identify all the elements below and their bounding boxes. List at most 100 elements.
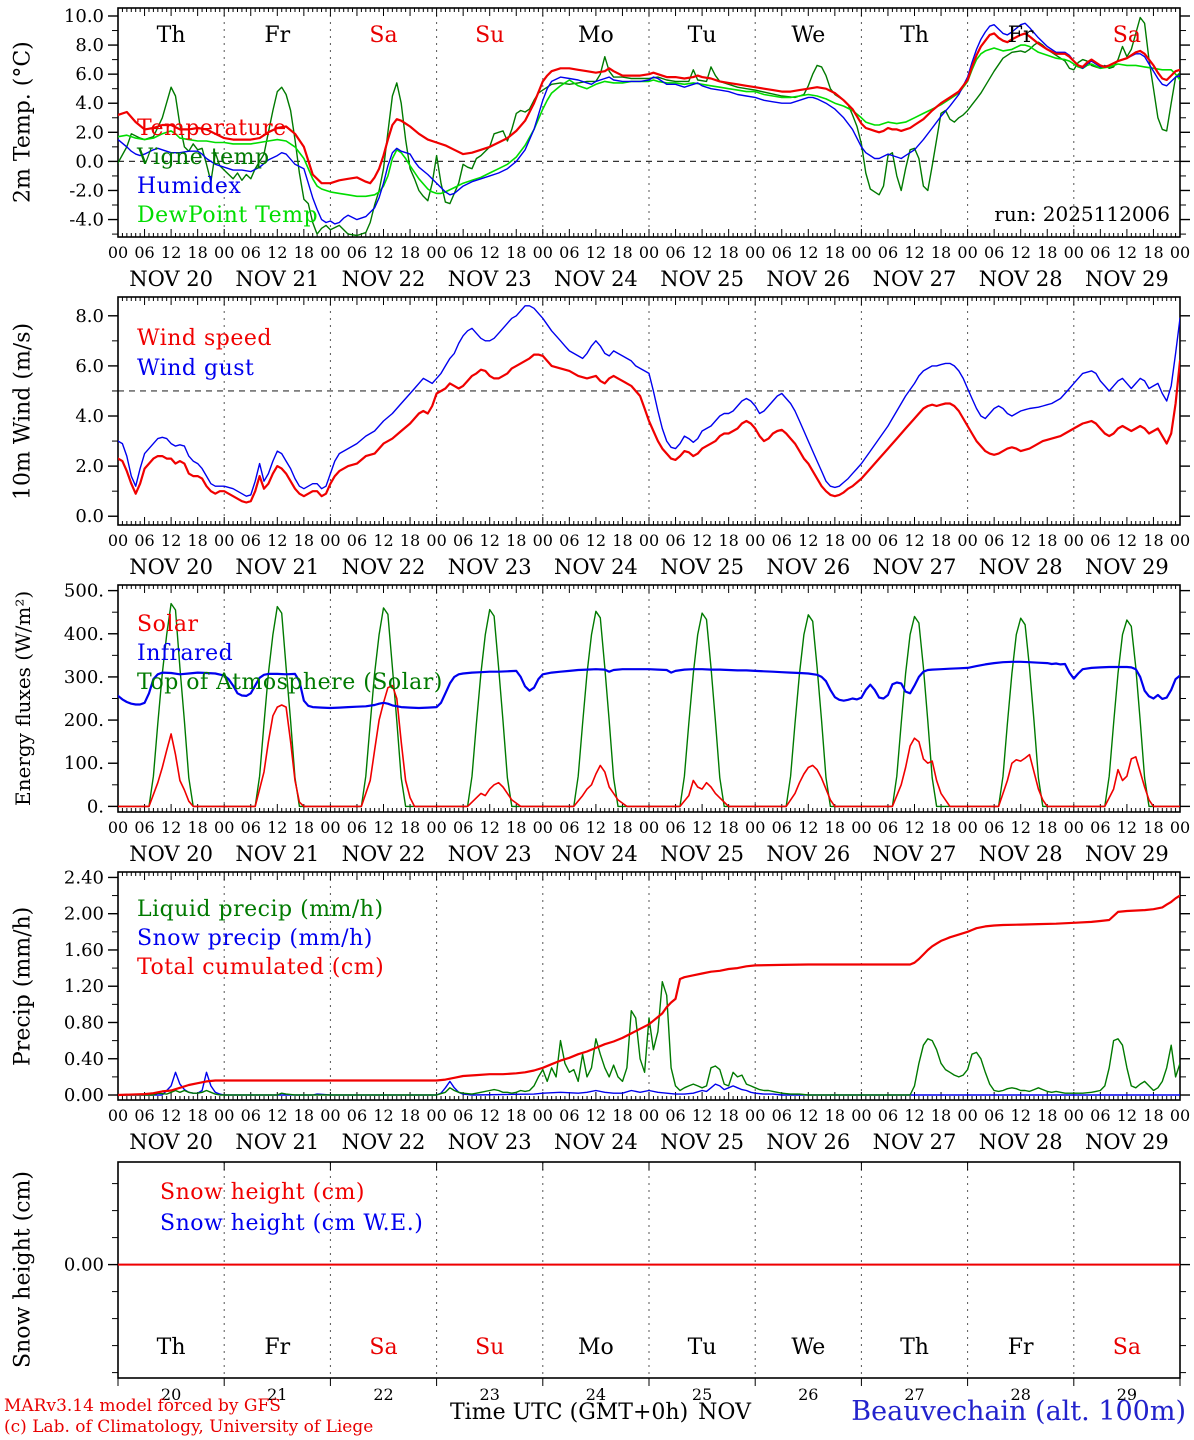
legend-dewpoint: DewPoint Temp <box>137 203 319 228</box>
hour-label: 06 <box>772 531 792 550</box>
y-axis-title-energy: Energy fluxes (W/m²) <box>11 590 35 807</box>
date-label: NOV 20 <box>129 555 213 579</box>
hour-label: 12 <box>1117 818 1137 837</box>
ytick-label: 8.0 <box>75 306 104 327</box>
hour-label: 00 <box>320 243 340 262</box>
date-label: NOV 24 <box>554 267 638 291</box>
legend-vigne-temp: Vigne temp <box>137 145 270 170</box>
hour-label: 12 <box>267 531 287 550</box>
hour-label: 06 <box>1090 243 1110 262</box>
hour-label: 00 <box>639 531 659 550</box>
hour-label: 00 <box>1064 531 1084 550</box>
ytick-label: 6.0 <box>75 64 104 85</box>
ytick-label: 4.0 <box>75 93 104 114</box>
hour-label: 12 <box>480 1106 500 1125</box>
hour-label: 12 <box>373 243 393 262</box>
hour-label: 12 <box>161 531 181 550</box>
hour-label: 12 <box>586 1106 606 1125</box>
hour-label: 06 <box>984 818 1004 837</box>
hour-label: 18 <box>718 243 738 262</box>
y-axis-title-precip: Precip (mm/h) <box>10 906 36 1066</box>
day-number-label: 29 <box>1117 1385 1137 1404</box>
weekday-label-su: Su <box>475 1335 504 1360</box>
panel-temperature: 10.08.06.04.02.00.0-2.0-4.000 06 12 18 00 06 1… <box>64 6 1190 291</box>
hour-label: 06 <box>134 243 154 262</box>
weekday-label-fr: Fr <box>264 23 290 48</box>
hour-label: 00 <box>108 243 128 262</box>
hour-label: 00 <box>214 1106 234 1125</box>
hour-label: 18 <box>506 818 526 837</box>
ytick-label: -4.0 <box>69 210 104 231</box>
hour-label: 06 <box>665 243 685 262</box>
hour-label: 18 <box>825 243 845 262</box>
hour-label: 06 <box>984 531 1004 550</box>
legend-snow-height: Snow height (cm) <box>160 1180 365 1205</box>
date-label: NOV 27 <box>873 1130 957 1154</box>
hour-label: 00 <box>1064 243 1084 262</box>
hour-label: 12 <box>692 818 712 837</box>
hour-label: 18 <box>187 243 207 262</box>
day-number-label: 25 <box>692 1385 712 1404</box>
hour-label: 18 <box>400 818 420 837</box>
hour-label: 00 <box>1170 818 1190 837</box>
y-axis-title-wind: 10m Wind (m/s) <box>10 322 36 500</box>
weekday-label-tu: Tu <box>688 1335 717 1360</box>
ytick-label: 400. <box>64 624 104 645</box>
hour-label: 06 <box>559 1106 579 1125</box>
weekday-label-sa: Sa <box>369 23 397 48</box>
y-axis-title-snow: Snow height (cm) <box>10 1171 36 1369</box>
model-credit: MARv3.14 model forced by GFS (c) Lab. of… <box>4 1396 373 1438</box>
ytick-label: 1.60 <box>64 940 104 961</box>
hour-label: 00 <box>851 531 871 550</box>
hour-label: 00 <box>957 243 977 262</box>
station-label: Beauvechain (alt. 100m) <box>851 1396 1186 1427</box>
hour-label: 06 <box>559 531 579 550</box>
hour-label: 06 <box>772 243 792 262</box>
month-label: NOV <box>698 1400 751 1425</box>
legend-snow-height-we: Snow height (cm W.E.) <box>160 1211 424 1236</box>
hour-label: 12 <box>161 818 181 837</box>
hour-label: 12 <box>586 243 606 262</box>
hour-label: 06 <box>347 531 367 550</box>
hour-label: 00 <box>1064 818 1084 837</box>
weekday-label-sa: Sa <box>1113 1335 1141 1360</box>
date-label: NOV 23 <box>448 1130 532 1154</box>
hour-label: 06 <box>241 243 261 262</box>
hour-label: 18 <box>187 531 207 550</box>
date-label: NOV 21 <box>235 555 319 579</box>
hour-label: 00 <box>426 1106 446 1125</box>
date-label: NOV 21 <box>235 842 319 866</box>
weekday-label-sa: Sa <box>1113 23 1141 48</box>
hour-label: 06 <box>559 243 579 262</box>
time-utc-text: Time UTC (GMT+0h) <box>450 1400 689 1425</box>
ytick-label: 0.00 <box>64 1085 104 1106</box>
hour-label: 18 <box>1143 243 1163 262</box>
hour-label: 18 <box>1037 243 1057 262</box>
date-label: NOV 20 <box>129 842 213 866</box>
ytick-label: 1.20 <box>64 976 104 997</box>
hour-label: 12 <box>692 1106 712 1125</box>
weekday-label-we: We <box>791 23 825 48</box>
hour-label: 12 <box>798 1106 818 1125</box>
hour-label: 00 <box>533 243 553 262</box>
series-wind-gust <box>118 305 1180 497</box>
hour-label: 12 <box>1117 243 1137 262</box>
hour-label: 18 <box>931 243 951 262</box>
hour-label: 18 <box>506 1106 526 1125</box>
panel-snow-height: 0.00 20 21 22 23 24 25 26 27 28 29 Th Fr Sa Su Mo Tu We Th… <box>64 1161 1190 1404</box>
date-label: NOV 23 <box>448 267 532 291</box>
hour-label: 12 <box>161 1106 181 1125</box>
ytick-label: 2.0 <box>75 122 104 143</box>
ytick-label: 10.0 <box>64 6 104 27</box>
legend-toa: Top of Atmosphere (Solar) <box>137 670 443 695</box>
hour-label: 00 <box>1170 1106 1190 1125</box>
date-label: NOV 20 <box>129 267 213 291</box>
date-label: NOV 28 <box>979 555 1063 579</box>
weekday-label-mo: Mo <box>578 23 614 48</box>
hour-label: 00 <box>639 1106 659 1125</box>
weekday-label-fr: Fr <box>1008 1335 1034 1360</box>
ytick-label: 0.0 <box>75 151 104 172</box>
hour-label: 00 <box>320 818 340 837</box>
hour-label: 00 <box>1170 243 1190 262</box>
